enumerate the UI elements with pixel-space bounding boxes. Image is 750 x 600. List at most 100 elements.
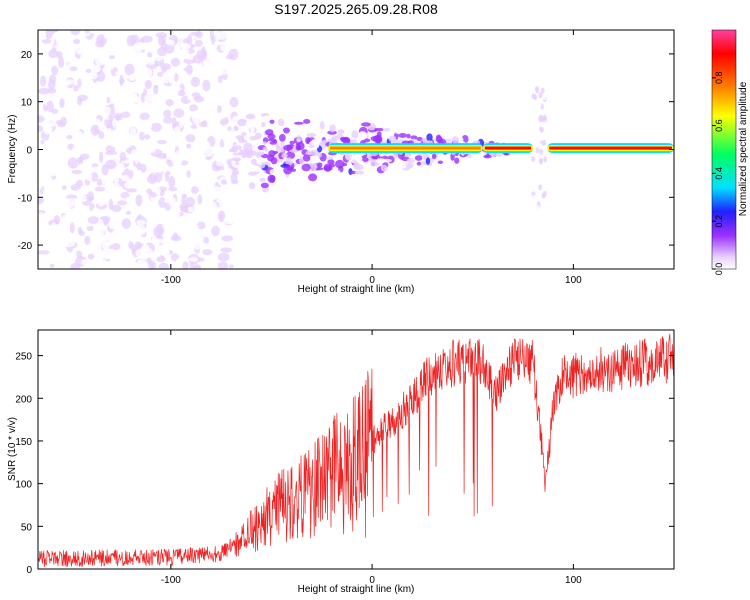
spectrogram-cell [212,122,221,134]
spectrogram-cell [117,200,128,206]
spectrogram-cell [168,175,176,188]
spectrogram-cell [190,124,198,130]
spectrogram-cell [112,47,123,56]
spectrogram-cell [78,230,85,237]
spectrogram-cell [316,162,323,168]
spectrogram-cell [67,34,72,41]
spectrogram-cell [144,67,153,79]
spectrogram-cell [191,142,200,152]
spectrogram-cell [203,236,210,244]
spectrogram-cell [107,127,115,140]
spectrogram-cell [107,170,113,180]
spectrogram-cell [163,88,168,94]
spectrogram-cell [436,155,445,163]
colorbar-gradient [711,29,737,270]
spectrogram-cell [261,121,266,128]
snr-line [38,333,674,568]
spectrogram-cell [178,49,190,55]
spectrogram-cell [303,118,311,124]
spectrogram-cell [532,180,537,187]
colorbar-ticks: 0.0 0.2 0.4 0.6 0.8 [712,72,724,275]
spectrogram-cell [186,143,192,149]
spectrogram-cell [45,206,50,219]
spectrogram-cell [344,152,352,161]
spectrogram-cell [162,71,170,84]
spectrogram-cell [310,164,317,172]
spectrogram-cell [113,40,122,48]
spectrogram-cell [84,111,96,119]
spectrogram-cell [355,163,360,170]
spectrogram-cell [94,54,106,66]
spectrogram-cell [314,136,321,145]
spectrogram-cell [542,94,547,101]
spectrogram-cell [334,170,341,174]
spectrogram-cell [534,86,539,93]
spectrogram-cell [51,108,59,114]
colorbar-tick-label: 0.4 [714,167,724,180]
spectrogram-cell [103,216,109,226]
spectrogram-cell [103,47,114,53]
spectrogram-cell [75,179,84,187]
spectrogram-cell [134,241,142,250]
spectrogram-cell [79,53,87,66]
spectrogram-cell [144,93,156,103]
spectrogram-cell [380,164,388,172]
spectrogram-cell [222,131,228,144]
spectrogram-cell [134,61,142,72]
spectrogram-cell [200,182,206,188]
spectrogram-cell [143,30,150,33]
spectrogram-cell [305,137,311,145]
spectrogram-cell [316,152,322,158]
spectrogram-cell [61,172,68,178]
colorbar-tick-label: 0.8 [714,72,724,85]
spectrogram-cell [127,136,136,143]
spectrogram-cell [58,155,67,167]
spectrogram-cell [39,75,47,87]
spectrogram-cell [156,256,166,263]
spectrogram-cell [394,129,402,134]
spectrogram-cell [99,151,104,164]
spectrogram-cell [185,134,196,143]
spectrogram-cell [95,70,106,82]
spectrogram-cell [220,43,227,52]
spectrogram-cell [205,219,217,226]
spectrogram-cell [186,177,194,186]
spectrogram-cell [187,206,194,213]
spectrogram-cell [135,247,147,259]
spectrogram-cell [191,186,199,195]
spectrogram-cell [228,136,237,143]
spectrogram-cell [210,186,221,193]
spectrogram-cell [283,144,293,151]
spectrogram-cell [130,34,140,45]
colorbar-tick-label: 0.2 [714,215,724,228]
spectrogram-cell [404,152,412,157]
spectrogram-cell [73,84,79,92]
spectrogram-cell [202,105,210,117]
spectrogram-cell [231,157,241,162]
spectrogram-cell [117,121,123,129]
spectrogram-cell [314,144,320,149]
spectrogram-cell [168,187,178,192]
spectrogram-cell [130,149,137,156]
spectrogram-cell [66,62,76,67]
spectrogram-cell [94,186,106,192]
spectrogram-cell [124,181,132,189]
spectrogram-cell [150,104,159,114]
spectrogram-cell [50,222,58,233]
spectrogram-cell [437,160,444,164]
spectrogram-cell [157,71,164,77]
spectrogram-cell [385,130,395,136]
spectrogram-cell [97,124,107,132]
spectrogram-cell [538,92,543,99]
spectrogram-cell [215,166,225,171]
spectrogram-y-tick-label: -20 [18,241,33,252]
snr-x-label: Height of straight line (km) [298,584,415,595]
spectrogram-cell [220,247,233,253]
spectrogram-cell [229,217,237,225]
spectrogram-cell [170,208,180,220]
spectrogram-cell [202,79,211,92]
spectrogram-y-tick-label: 0 [26,146,32,157]
spectrogram-cell [204,90,214,100]
